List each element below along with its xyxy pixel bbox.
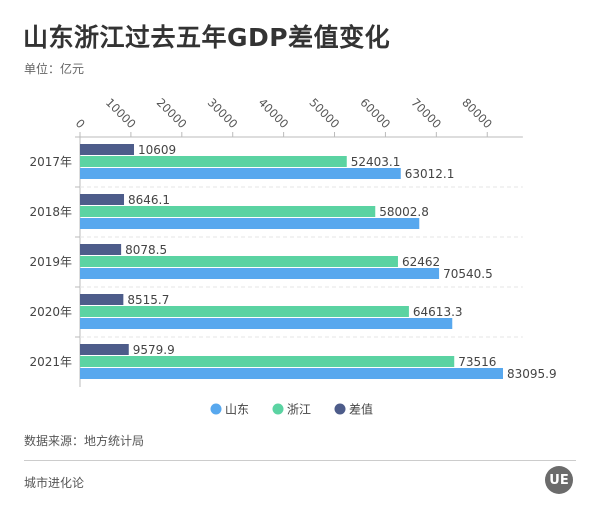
legend-label: 山东	[225, 403, 249, 417]
data-label: 62462	[402, 255, 440, 269]
data-label: 83095.9	[507, 367, 557, 381]
data-label: 10609	[138, 143, 176, 157]
x-tick-label: 20000	[154, 95, 190, 131]
x-tick-label: 30000	[205, 95, 241, 131]
bar-浙江	[80, 156, 347, 167]
bar-山东	[80, 168, 401, 179]
data-label: 64613.3	[413, 305, 463, 319]
chart-title: 山东浙江过去五年GDP差值变化	[23, 23, 391, 52]
bar-山东	[80, 218, 420, 229]
legend-marker	[272, 403, 284, 415]
divider	[24, 460, 576, 461]
x-tick-label: 10000	[103, 95, 139, 131]
data-label: 8078.5	[125, 243, 167, 257]
data-label: 8515.7	[127, 293, 169, 307]
bar-山东	[80, 318, 453, 329]
data-label: 63012.1	[405, 167, 455, 181]
bar-浙江	[80, 256, 398, 267]
data-label: 58002.8	[379, 205, 429, 219]
category-label: 2017年	[29, 155, 72, 169]
data-label: 73516	[458, 355, 496, 369]
x-tick-label: 40000	[256, 95, 292, 131]
category-label: 2018年	[29, 205, 72, 219]
x-tick-label: 80000	[459, 95, 495, 131]
x-tick-label: 70000	[408, 95, 444, 131]
unit-label: 单位：亿元	[24, 62, 85, 76]
data-label: 52403.1	[351, 155, 401, 169]
x-tick-label: 50000	[307, 95, 343, 131]
legend-marker	[334, 403, 346, 415]
category-label: 2019年	[29, 255, 72, 269]
bar-差值	[80, 344, 129, 355]
category-label: 2021年	[29, 355, 72, 369]
bar-差值	[80, 194, 125, 205]
x-tick-label: 60000	[357, 95, 393, 131]
bar-浙江	[80, 306, 409, 317]
bar-浙江	[80, 356, 455, 367]
bar-浙江	[80, 206, 376, 217]
bar-山东	[80, 268, 440, 279]
category-label: 2020年	[29, 305, 72, 319]
bar-山东	[80, 368, 503, 379]
data-label: 8646.1	[128, 193, 170, 207]
data-label: 70540.5	[443, 267, 493, 281]
brand-logo: UE	[545, 466, 573, 494]
bar-chart: 0 10000 20000 30000 40000 50000 60000 70000 8000…	[29, 95, 557, 417]
brand-name: 城市进化论	[24, 476, 85, 490]
legend-label: 浙江	[287, 403, 311, 417]
x-tick-label: 0	[73, 116, 88, 131]
bar-差值	[80, 294, 124, 305]
bar-差值	[80, 144, 135, 155]
legend-label: 差值	[349, 402, 373, 417]
data-source: 数据来源：地方统计局	[24, 434, 145, 448]
bar-差值	[80, 244, 122, 255]
data-label: 9579.9	[133, 343, 175, 357]
legend-marker	[210, 403, 222, 415]
